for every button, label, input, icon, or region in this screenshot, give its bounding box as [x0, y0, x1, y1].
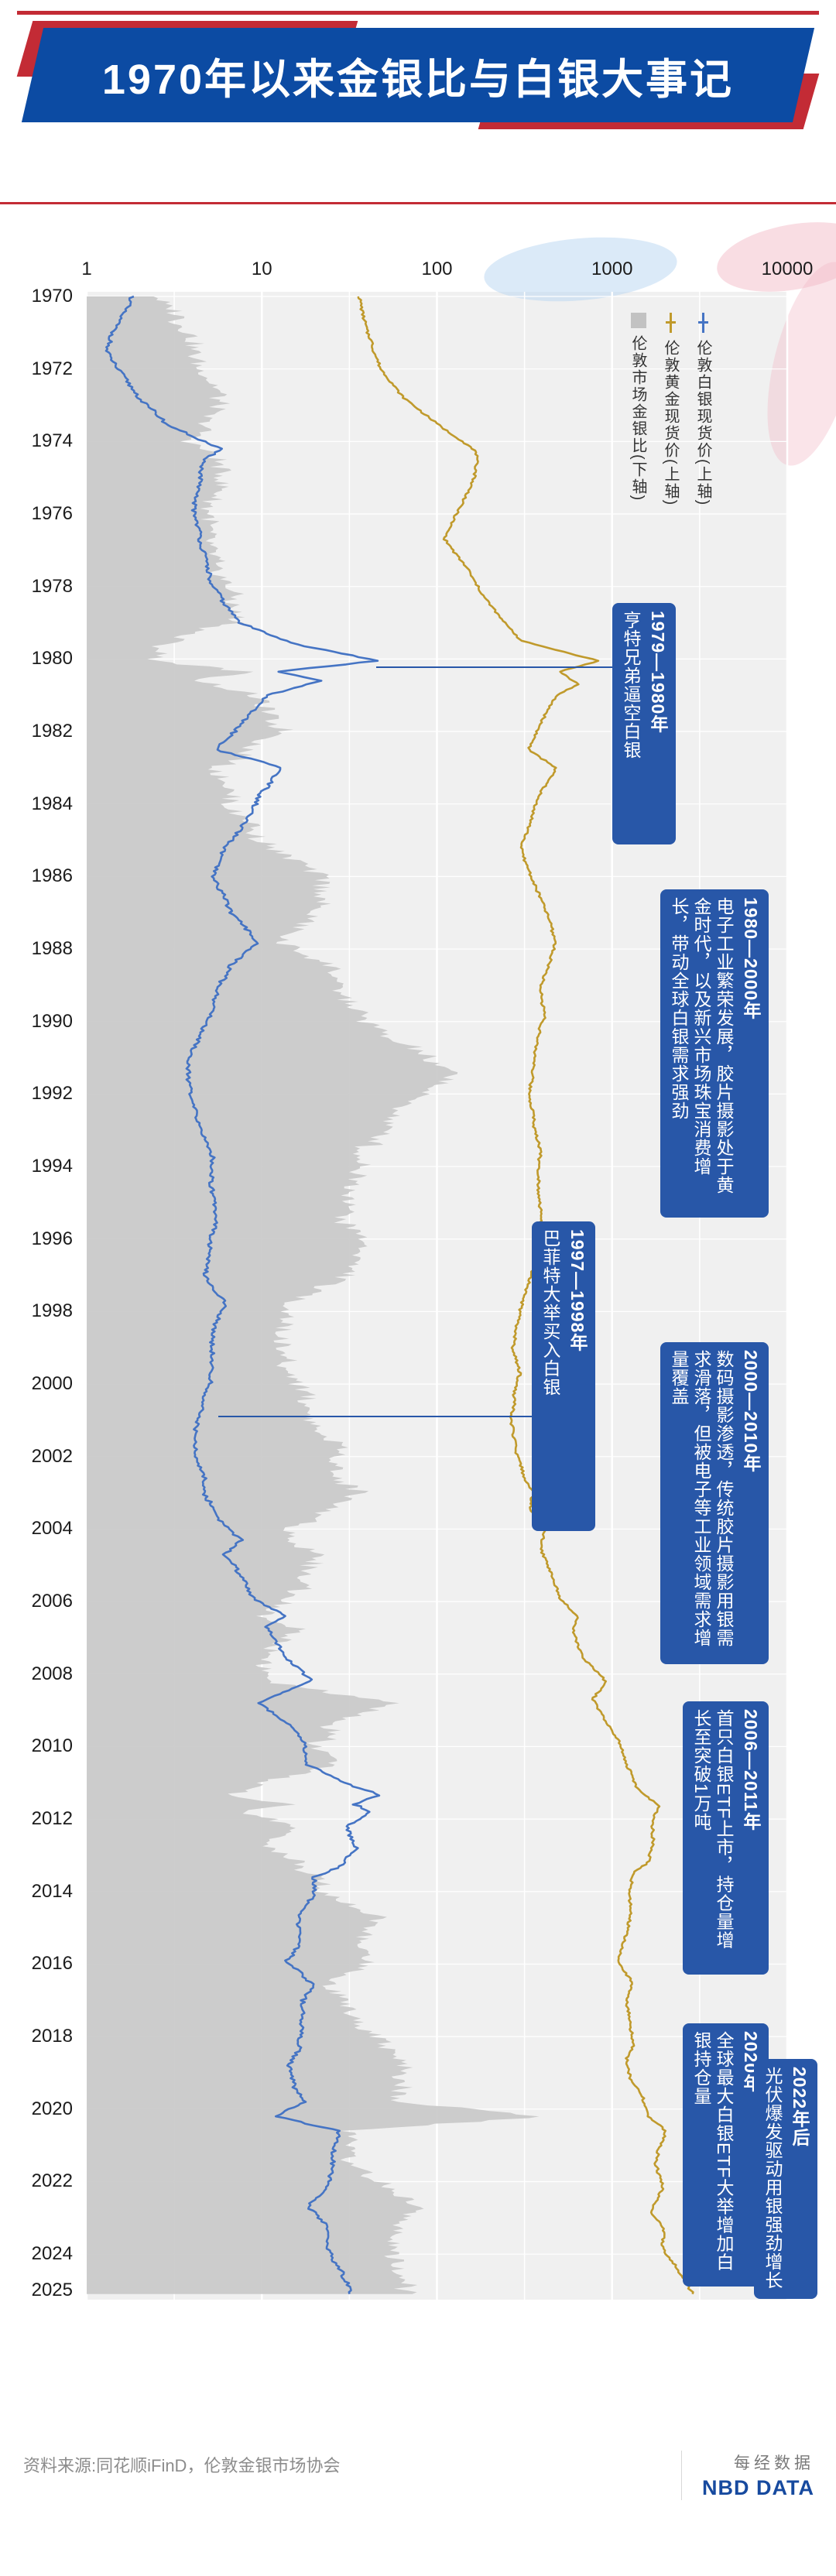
value-axis-tick: 100: [421, 259, 453, 279]
legend-label: 伦敦白银现货价(上轴): [694, 340, 711, 507]
top-accent-line: [17, 11, 819, 15]
year-axis-tick: 1998: [31, 1300, 73, 1322]
gold-line-icon: [663, 313, 679, 333]
nbd-logo: 每经数据 NBD DATA: [681, 2451, 814, 2500]
year-axis-tick: 1972: [31, 358, 73, 379]
event-annotation: 1979—1980年 亨特兄弟逼空白银: [612, 603, 676, 844]
value-axis-tick: 1000: [591, 259, 633, 279]
event-period: 1980—2000年: [741, 897, 761, 1020]
year-axis-tick: 2004: [31, 1518, 73, 1540]
decor-blob-blue: [484, 237, 677, 302]
event-period: 2022年后: [790, 2067, 810, 2147]
year-axis-tick: 1980: [31, 648, 73, 670]
value-axis-tick: 10: [251, 259, 272, 279]
year-axis-tick: 2008: [31, 1663, 73, 1684]
year-axis-tick: 1986: [31, 865, 73, 887]
event-annotation: 2000—2010年 数码摄影渗透，传统胶片摄影用银需求滑落，但被电子等工业领域需…: [660, 1342, 769, 1664]
event-text: 巴菲特大举买入白银: [540, 1229, 560, 1396]
chart-legend: 伦敦市场金银比(下轴) 伦敦黄金现货价(上轴) 伦敦白银现货价(上轴): [627, 313, 714, 506]
event-text: 亨特兄弟逼空白银: [621, 611, 641, 759]
event-text: 电子工业繁荣发展，胶片摄影处于黄金时代，以及新兴市场珠宝消费增长，带动全球白银需…: [669, 897, 734, 1194]
year-axis-tick: 2025: [31, 2280, 73, 2300]
event-text: 首只白银ETF上市，持仓量增长至突破1万吨: [691, 1709, 734, 1950]
event-text: 全球最大白银ETF大举增加白银持仓量: [691, 2031, 734, 2272]
legend-line-cap: [697, 321, 708, 324]
legend-label: 伦敦黄金现货价(上轴): [662, 340, 679, 507]
event-annotation: 2006—2011年 首只白银ETF上市，持仓量增长至突破1万吨: [683, 1701, 769, 1975]
year-axis-tick: 2010: [31, 1735, 73, 1757]
year-axis-tick: 2014: [31, 1880, 73, 1902]
year-axis-tick: 1982: [31, 721, 73, 742]
event-period: 2000—2010年: [741, 1350, 761, 1473]
year-axis-tick: 2016: [31, 1953, 73, 1975]
gold-price-line: [357, 296, 694, 2295]
legend-item: 伦敦市场金银比(下轴): [627, 313, 649, 506]
value-axis-tick: 1: [81, 259, 92, 279]
decor-blob-pink: [767, 262, 836, 466]
silver-price-line: [104, 295, 381, 2295]
year-axis-tick: 1994: [31, 1156, 73, 1177]
value-axis-tick: 10000: [761, 259, 814, 279]
ratio-swatch-icon: [630, 313, 646, 328]
year-axis-tick: 1974: [31, 430, 73, 452]
event-text: 光伏爆发驱动用银强劲增长: [762, 2067, 783, 2290]
year-axis-tick: 1990: [31, 1010, 73, 1032]
legend-item: 伦敦黄金现货价(上轴): [660, 313, 682, 506]
separator-line: [0, 202, 836, 204]
year-axis-tick: 2002: [31, 1445, 73, 1467]
year-axis-tick: 2012: [31, 1808, 73, 1830]
year-axis-tick: 2006: [31, 1591, 73, 1612]
year-axis-tick: 2022: [31, 2170, 73, 2192]
legend-line-cap: [665, 321, 676, 324]
legend-item: 伦敦白银现货价(上轴): [692, 313, 714, 506]
year-axis-tick: 1970: [31, 286, 73, 307]
year-axis-tick: 2020: [31, 2098, 73, 2119]
event-period: 2006—2011年: [741, 1709, 761, 1831]
time-axis: 1970 1972 1974 1976 1978 1980 1982 1984 1986 1988…: [0, 0, 85, 2576]
year-axis-tick: 1992: [31, 1083, 73, 1105]
value-axis: 1 10 100 1000 10000: [0, 259, 836, 285]
year-axis-tick: 1996: [31, 1228, 73, 1249]
event-text: 数码摄影渗透，传统胶片摄影用银需求滑落，但被电子等工业领域需求增量覆盖: [669, 1350, 734, 1647]
year-axis-tick: 2018: [31, 2026, 73, 2047]
year-axis-tick: 1988: [31, 938, 73, 960]
silver-line-icon: [696, 313, 711, 333]
year-axis-tick: 2024: [31, 2243, 73, 2265]
brand-name-cn: 每经数据: [734, 2454, 814, 2472]
brand-name-en: NBD DATA: [702, 2476, 814, 2499]
year-axis-tick: 1976: [31, 503, 73, 525]
legend-label: 伦敦市场金银比(下轴): [629, 335, 646, 502]
event-annotation: 1997—1998年 巴菲特大举买入白银: [532, 1221, 595, 1531]
event-annotation: 2022年后 光伏爆发驱动用银强劲增长: [754, 2059, 817, 2299]
ratio-area: [87, 296, 540, 2294]
event-period: 1979—1980年: [648, 611, 668, 734]
event-period: 1997—1998年: [567, 1229, 588, 1352]
year-axis-tick: 1978: [31, 575, 73, 597]
year-axis-tick: 2000: [31, 1373, 73, 1395]
decor-blob-pink: [717, 222, 836, 292]
data-source: 资料来源:同花顺iFinD，伦敦金银市场协会: [23, 2456, 341, 2475]
event-annotation: 1980—2000年 电子工业繁荣发展，胶片摄影处于黄金时代，以及新兴市场珠宝消费…: [660, 889, 769, 1218]
year-axis-tick: 1984: [31, 793, 73, 814]
